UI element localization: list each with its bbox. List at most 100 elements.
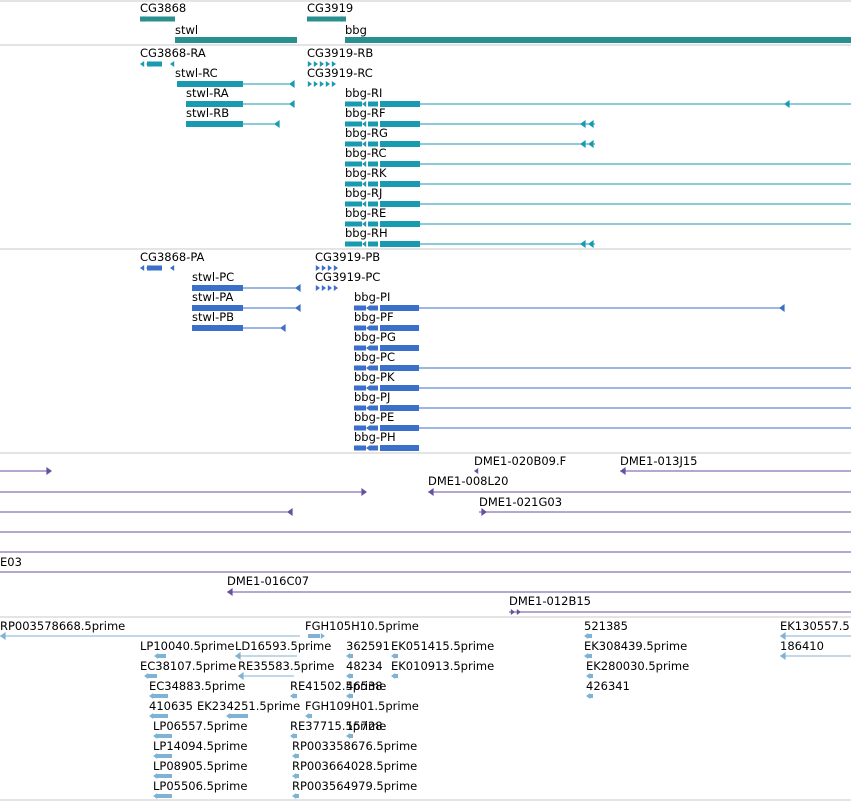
tx-bbg-re-exon[interactable] <box>380 221 420 227</box>
pr-bbg-pj-exon[interactable] <box>380 405 419 411</box>
est-ec38107-5prime-exon[interactable] <box>147 674 157 678</box>
est-lp10040-5prime-exon[interactable] <box>157 654 166 658</box>
pr-bbg-pi-strand-arrow <box>354 305 359 311</box>
pr-bbg-pc-exon[interactable] <box>354 365 366 371</box>
est-fgh109h01-5prime-exon[interactable] <box>308 714 312 718</box>
pr-bbg-ph-exon[interactable] <box>354 445 366 451</box>
clone-dme1-008l20-strand-arrow <box>428 488 434 496</box>
est-ek280030-5prime-exon[interactable] <box>589 674 593 678</box>
tx-bbg-rh-exon[interactable] <box>380 241 420 247</box>
est-48234-exon[interactable] <box>349 674 353 678</box>
pr-bbg-pf-exon[interactable] <box>370 325 378 331</box>
tx-bbg-rg-exon[interactable] <box>368 141 378 147</box>
pr-bbg-pk-exon[interactable] <box>370 385 378 391</box>
est-ek010913-5prime-exon[interactable] <box>394 674 398 678</box>
pr-bbg-pj-exon[interactable] <box>370 405 378 411</box>
tx-stwl-ra-exon[interactable] <box>186 101 243 107</box>
est-fgh105h10-5prime-exon[interactable] <box>308 634 320 638</box>
est-rp003664028-5prime-exon[interactable] <box>295 774 299 778</box>
est-362591-exon[interactable] <box>349 654 353 658</box>
pr-bbg-pe-exon[interactable] <box>354 425 366 431</box>
est-ld16593-5prime-strand-arrow <box>235 652 241 660</box>
pr-bbg-pk-exon[interactable] <box>354 385 366 391</box>
est-46538-strand-arrow <box>346 693 351 699</box>
pr-bbg-pg-exon[interactable] <box>370 345 378 351</box>
pr-bbg-ph-exon[interactable] <box>370 445 378 451</box>
gene-stwl-exon[interactable] <box>175 37 297 43</box>
tx-stwl-rc-exon[interactable] <box>177 81 243 87</box>
tx-bbg-ri-exon[interactable] <box>380 101 420 107</box>
tx-bbg-rg-exon[interactable] <box>380 141 420 147</box>
gene-cg3868-exon[interactable] <box>140 16 175 22</box>
est-ec34883-5prime-exon[interactable] <box>152 694 168 698</box>
pr-bbg-pe-exon[interactable] <box>380 425 419 431</box>
tx-bbg-re-strand-arrow <box>362 221 367 227</box>
tx-bbg-rc-exon[interactable] <box>368 161 378 167</box>
est-re41502-5prime-exon[interactable] <box>293 694 297 698</box>
pr-bbg-pj-exon[interactable] <box>354 405 366 411</box>
tx-stwl-rb-exon[interactable] <box>186 121 243 127</box>
tx-bbg-rk-exon[interactable] <box>380 181 420 187</box>
pr-cg3919-pc-strand-arrow <box>321 285 326 291</box>
est-48234-strand-arrow <box>346 673 351 679</box>
tx-bbg-rg-exon[interactable] <box>345 141 362 147</box>
tx-cg3868-ra-exon[interactable] <box>147 61 162 67</box>
est-re37715-5prime-exon[interactable] <box>293 734 297 738</box>
tx-stwl-rb-strand-arrow <box>274 120 280 128</box>
est-lp06557-5prime-exon[interactable] <box>156 734 172 738</box>
est-426341-exon[interactable] <box>589 694 593 698</box>
tx-bbg-rf-exon[interactable] <box>368 121 378 127</box>
est-ek234251-5prime-exon[interactable] <box>229 714 248 718</box>
tx-bbg-re-exon[interactable] <box>345 221 362 227</box>
pr-cg3868-pa-exon[interactable] <box>147 265 162 271</box>
pr-bbg-ph-exon[interactable] <box>380 445 419 451</box>
pr-bbg-pe-exon[interactable] <box>370 425 378 431</box>
pr-bbg-pi-exon[interactable] <box>354 305 366 311</box>
clone-row-3a-strand-arrow <box>287 508 293 516</box>
tx-bbg-rj-exon[interactable] <box>345 201 362 207</box>
tx-bbg-rj-exon[interactable] <box>368 201 378 207</box>
tx-bbg-rh-exon[interactable] <box>368 241 378 247</box>
est-rp003358676-5prime-exon[interactable] <box>295 754 299 758</box>
tx-bbg-rc-exon[interactable] <box>345 161 362 167</box>
pr-stwl-pb-exon[interactable] <box>192 325 243 331</box>
pr-bbg-pc-exon[interactable] <box>380 365 419 371</box>
tx-bbg-rf-exon[interactable] <box>380 121 420 127</box>
tx-bbg-re-exon[interactable] <box>368 221 378 227</box>
tx-stwl-ra-strand-arrow <box>289 100 295 108</box>
est-lp08905-5prime-exon[interactable] <box>156 774 172 778</box>
est-rp003564979-5prime-exon[interactable] <box>295 794 299 798</box>
pr-bbg-pk-exon[interactable] <box>380 385 419 391</box>
pr-bbg-pf-exon[interactable] <box>354 325 366 331</box>
est-46538-exon[interactable] <box>349 694 353 698</box>
gene-bbg-exon[interactable] <box>345 37 851 43</box>
pr-stwl-pa-exon[interactable] <box>192 305 243 311</box>
tx-bbg-ri-exon[interactable] <box>368 101 378 107</box>
pr-cg3919-pb-strand-arrow <box>315 265 320 271</box>
gene-cg3919-exon[interactable] <box>307 16 346 22</box>
gene-bbg-strand-arrow <box>345 37 350 43</box>
est-ek308439-5prime-exon[interactable] <box>587 654 592 658</box>
est-15728-exon[interactable] <box>349 734 353 738</box>
tx-bbg-rf-exon[interactable] <box>345 121 362 127</box>
tx-bbg-rk-exon[interactable] <box>368 181 378 187</box>
pr-bbg-pc-exon[interactable] <box>370 365 378 371</box>
tx-bbg-ri-exon[interactable] <box>345 101 362 107</box>
est-lp05506-5prime-exon[interactable] <box>156 794 172 798</box>
label-bbg-pj: bbg-PJ <box>354 390 390 404</box>
tx-bbg-rc-exon[interactable] <box>380 161 420 167</box>
pr-bbg-pf-exon[interactable] <box>380 325 419 331</box>
est-410635-exon[interactable] <box>152 714 168 718</box>
pr-bbg-pi-exon[interactable] <box>380 305 419 311</box>
est-lp14094-5prime-exon[interactable] <box>156 754 172 758</box>
pr-bbg-pg-exon[interactable] <box>380 345 419 351</box>
est-ek051415-5prime-exon[interactable] <box>394 654 398 658</box>
tx-bbg-rk-exon[interactable] <box>345 181 362 187</box>
pr-bbg-pg-exon[interactable] <box>354 345 366 351</box>
est-521385-exon[interactable] <box>587 634 592 638</box>
pr-bbg-pi-exon[interactable] <box>370 305 378 311</box>
pr-stwl-pc-exon[interactable] <box>192 285 243 291</box>
tx-bbg-rj-exon[interactable] <box>380 201 420 207</box>
label-cg3919-rb: CG3919-RB <box>307 46 373 60</box>
tx-bbg-rh-exon[interactable] <box>345 241 362 247</box>
